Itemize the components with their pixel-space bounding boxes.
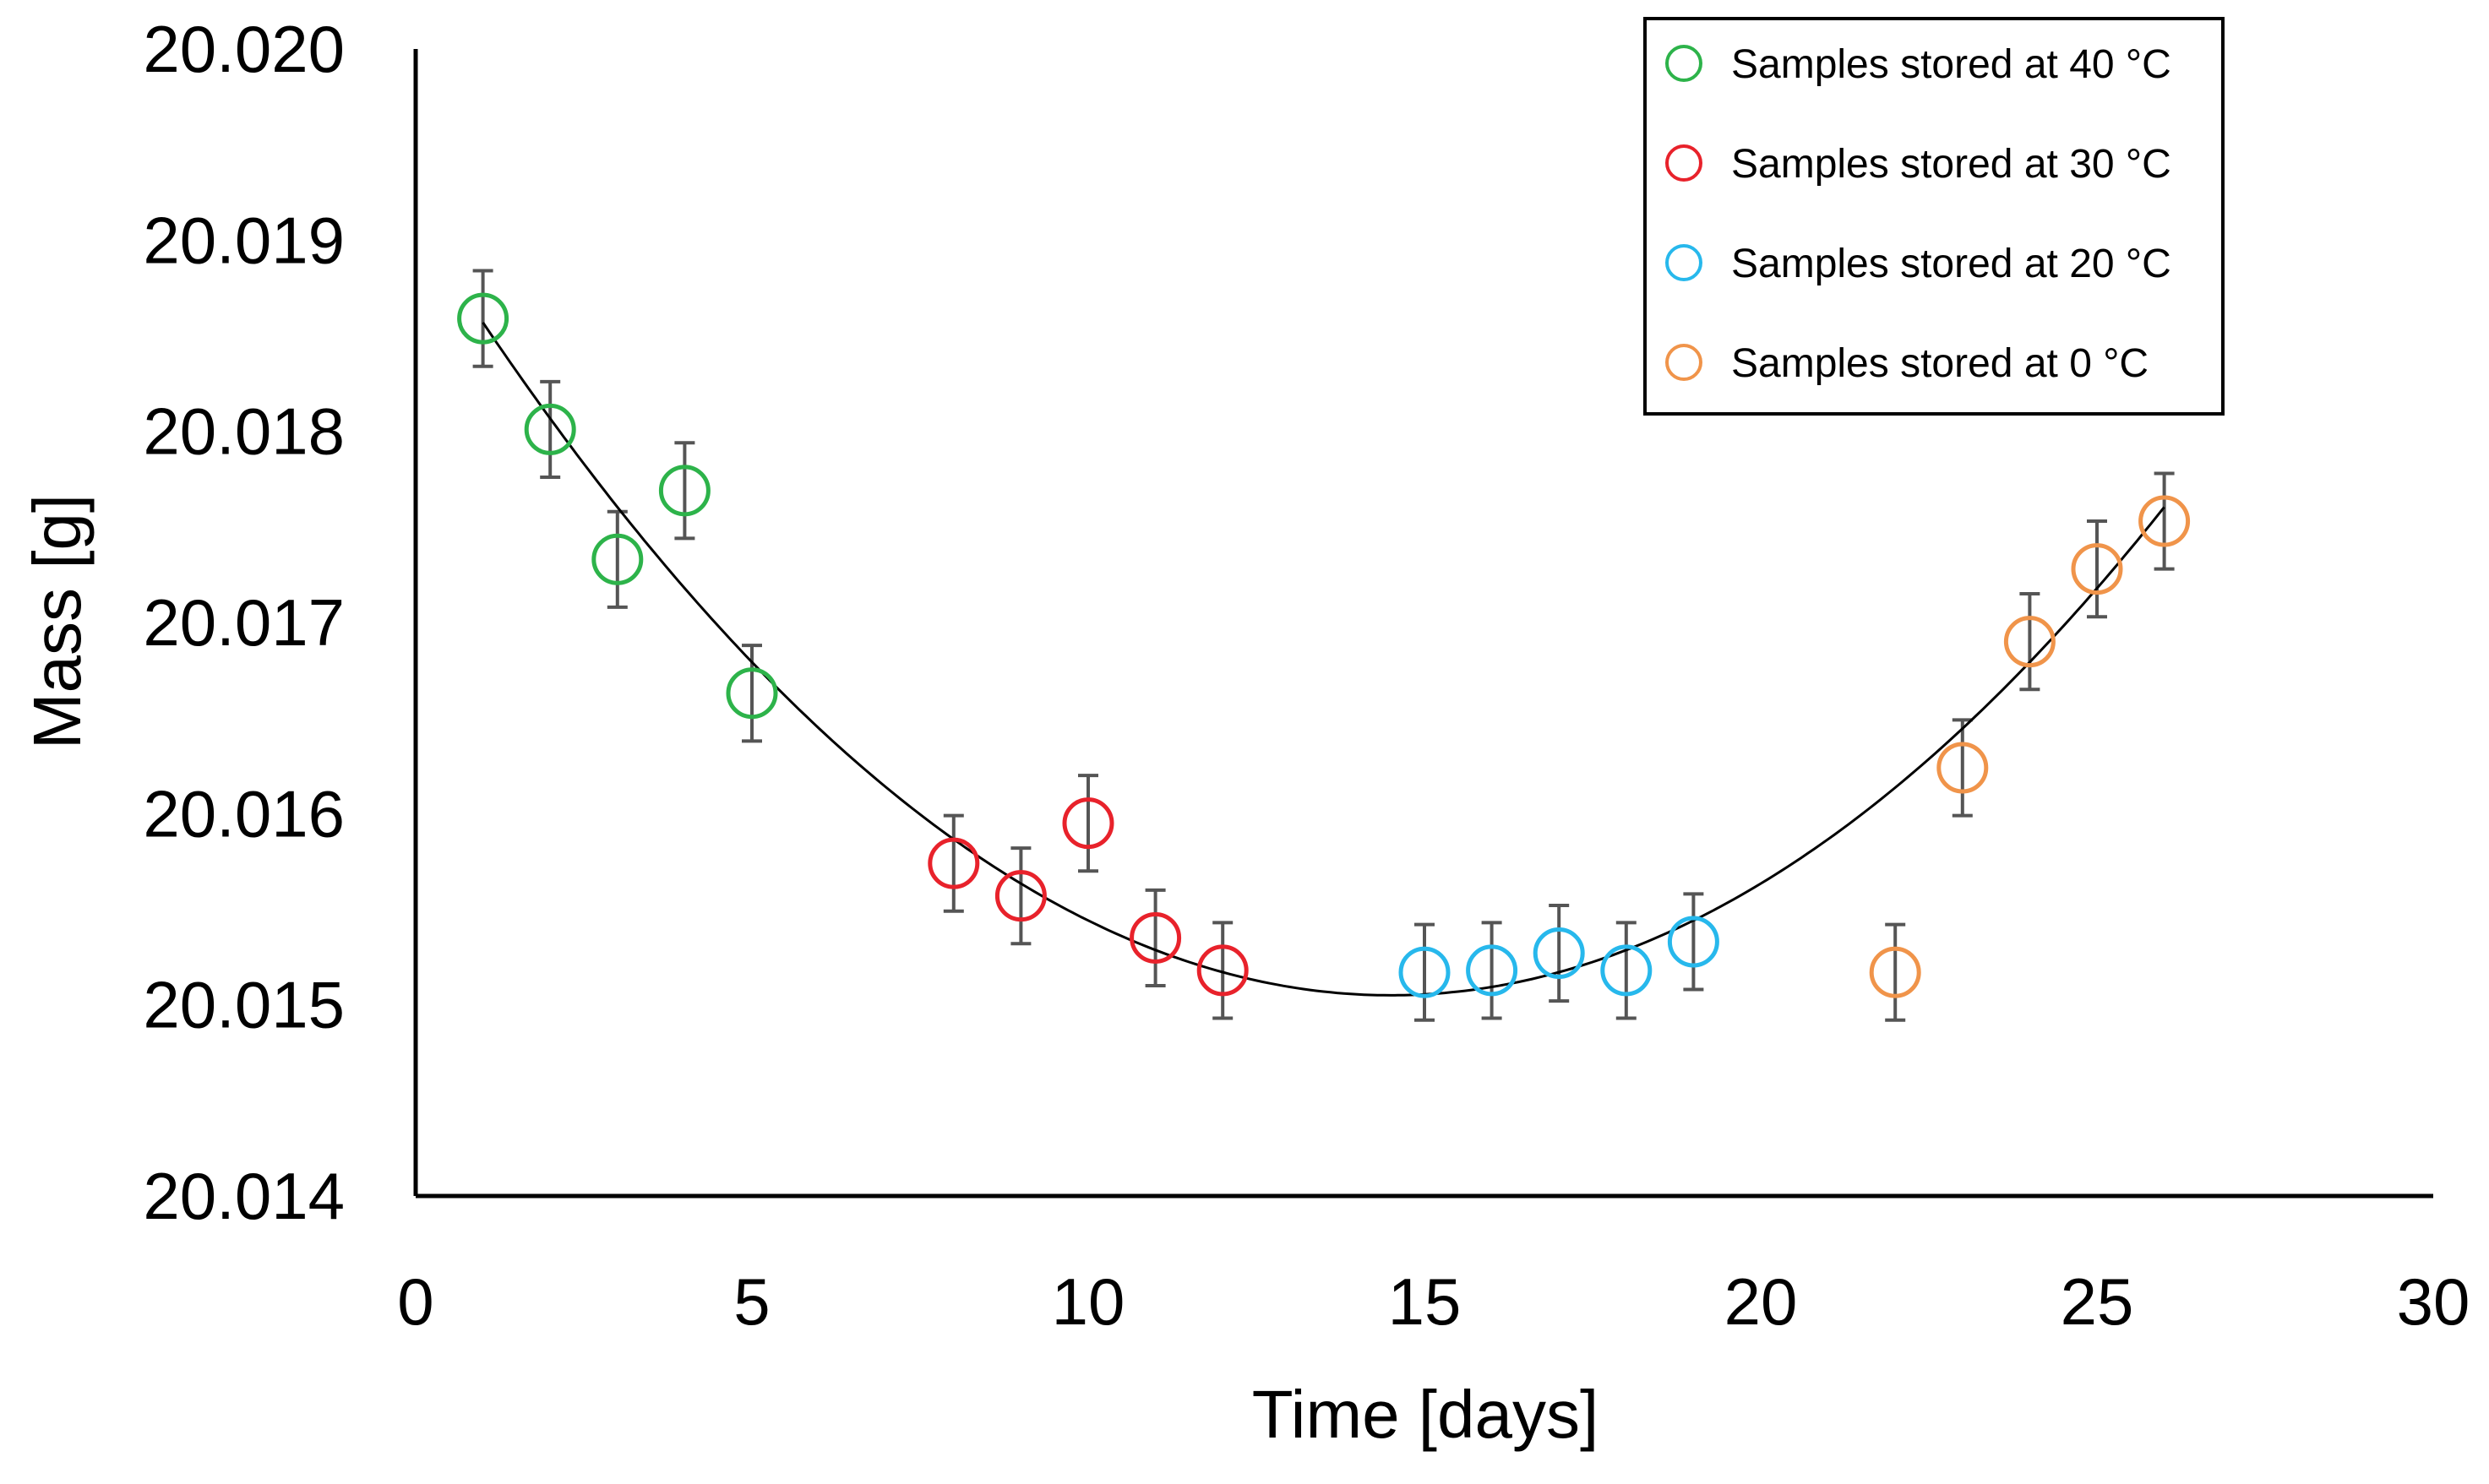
data-point: [2138, 495, 2191, 547]
x-tick-label: 20: [1724, 1264, 1798, 1339]
legend-item: Samples stored at 40 °C: [1665, 42, 2171, 87]
y-tick-label: 20.020: [143, 12, 345, 86]
legend-label: Samples stored at 20 °C: [1731, 242, 2171, 286]
data-point: [2003, 616, 2056, 668]
x-tick-labels: 0 5 10 15 20 25 30: [397, 1264, 2470, 1339]
x-tick-label: 15: [1388, 1264, 1462, 1339]
legend-label: Samples stored at 30 °C: [1731, 142, 2171, 187]
legend-item: Samples stored at 30 °C: [1665, 142, 2171, 187]
data-point: [1533, 927, 1585, 980]
error-bar: [2019, 592, 2040, 692]
y-tick-label: 20.018: [143, 394, 345, 469]
legend-marker: [1665, 144, 1702, 182]
error-bar: [2154, 471, 2175, 571]
error-bar: [1212, 921, 1234, 1020]
x-axis-title: Time [days]: [1252, 1377, 1599, 1452]
error-bar: [943, 813, 964, 913]
y-axis-title: Mass [g]: [19, 494, 95, 749]
data-point: [1936, 742, 1989, 794]
error-bars: [472, 269, 2175, 1022]
error-bar: [1078, 774, 1098, 873]
error-bar: [1885, 922, 1906, 1022]
y-tick-labels: 20.014 20.015 20.016 20.017 20.018 20.019 20.0…: [143, 12, 345, 1233]
data-point: [2071, 543, 2123, 595]
data-point: [1667, 916, 1719, 968]
error-bar: [742, 644, 762, 743]
error-bar: [674, 441, 695, 541]
x-tick-label: 25: [2061, 1264, 2134, 1339]
x-tick-label: 5: [733, 1264, 770, 1339]
error-bar: [472, 269, 493, 368]
data-point: [524, 403, 576, 455]
legend-item: Samples stored at 20 °C: [1665, 242, 2171, 286]
data-point: [928, 837, 980, 889]
error-bar: [1145, 888, 1166, 988]
data-point: [1466, 944, 1518, 997]
y-tick-label: 20.017: [143, 585, 345, 660]
data-point: [457, 292, 509, 345]
data-point: [726, 667, 778, 720]
x-tick-label: 30: [2397, 1264, 2470, 1339]
y-tick-label: 20.014: [143, 1159, 345, 1233]
legend-marker: [1665, 244, 1702, 281]
error-bar: [540, 379, 561, 479]
error-bar: [1481, 921, 1502, 1020]
y-tick-label: 20.015: [143, 968, 345, 1042]
legend: Samples stored at 40 °C Samples stored at…: [1643, 17, 2225, 416]
error-bar: [1952, 718, 1973, 818]
x-tick-label: 0: [397, 1264, 433, 1339]
legend-items: Samples stored at 40 °C Samples stored at…: [1665, 42, 2171, 386]
data-point: [591, 533, 644, 585]
legend-label: Samples stored at 40 °C: [1731, 42, 2171, 87]
data-point: [994, 870, 1047, 922]
data-point: [1062, 797, 1114, 850]
data-point: [1196, 944, 1249, 997]
error-bar: [1010, 846, 1032, 946]
error-bar: [1549, 903, 1570, 1003]
error-bar: [1414, 922, 1435, 1022]
y-tick-label: 20.016: [143, 776, 345, 851]
y-tick-label: 20.019: [143, 203, 345, 277]
legend-box: [1643, 17, 2225, 416]
legend-label: Samples stored at 0 °C: [1731, 341, 2149, 386]
data-point: [1869, 946, 1921, 998]
error-bar: [2087, 519, 2107, 619]
data-points: [457, 292, 2191, 998]
legend-marker: [1665, 344, 1702, 381]
trendline: [482, 321, 2165, 997]
error-bar: [1683, 892, 1704, 992]
data-point: [658, 465, 711, 517]
data-point: [1600, 944, 1653, 997]
legend-marker: [1665, 45, 1702, 82]
legend-item: Samples stored at 0 °C: [1665, 341, 2149, 386]
data-point: [1130, 911, 1182, 964]
error-bar: [607, 509, 628, 609]
data-point: [1398, 946, 1451, 998]
error-bar: [1615, 921, 1637, 1020]
x-tick-label: 10: [1052, 1264, 1125, 1339]
